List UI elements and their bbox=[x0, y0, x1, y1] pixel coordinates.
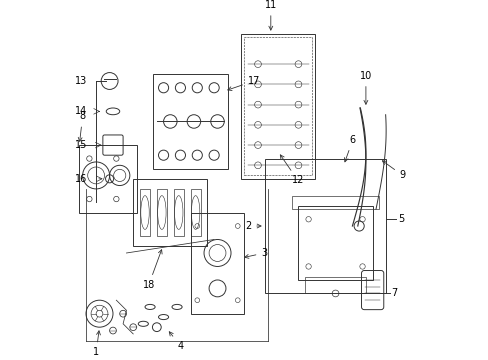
Bar bbox=[79, 145, 136, 212]
Bar bbox=[173, 189, 183, 236]
Text: 18: 18 bbox=[142, 250, 162, 290]
Text: 3: 3 bbox=[244, 248, 267, 258]
Bar bbox=[153, 74, 227, 169]
Text: 5: 5 bbox=[397, 214, 404, 224]
Bar bbox=[291, 196, 379, 209]
Text: 1: 1 bbox=[93, 331, 100, 357]
Text: 10: 10 bbox=[359, 71, 371, 104]
Bar bbox=[190, 212, 244, 314]
Text: 8: 8 bbox=[78, 112, 85, 141]
Text: 6: 6 bbox=[344, 135, 355, 162]
Bar bbox=[298, 206, 372, 280]
Text: 2: 2 bbox=[244, 221, 261, 231]
Text: 16: 16 bbox=[75, 174, 87, 184]
Bar bbox=[190, 189, 200, 236]
Text: 13: 13 bbox=[75, 76, 87, 86]
Text: 11: 11 bbox=[264, 0, 276, 30]
Text: 4: 4 bbox=[169, 332, 183, 351]
Bar bbox=[264, 158, 386, 293]
Text: 17: 17 bbox=[227, 76, 260, 90]
Bar bbox=[244, 37, 311, 175]
Bar bbox=[140, 189, 150, 236]
Bar bbox=[241, 34, 315, 179]
Text: 14: 14 bbox=[75, 106, 87, 116]
Bar bbox=[305, 276, 365, 293]
Text: 9: 9 bbox=[382, 161, 405, 180]
Bar bbox=[157, 189, 166, 236]
Text: 7: 7 bbox=[390, 288, 397, 298]
Text: 12: 12 bbox=[280, 155, 304, 185]
Bar bbox=[133, 179, 207, 246]
Text: 15: 15 bbox=[75, 140, 87, 150]
